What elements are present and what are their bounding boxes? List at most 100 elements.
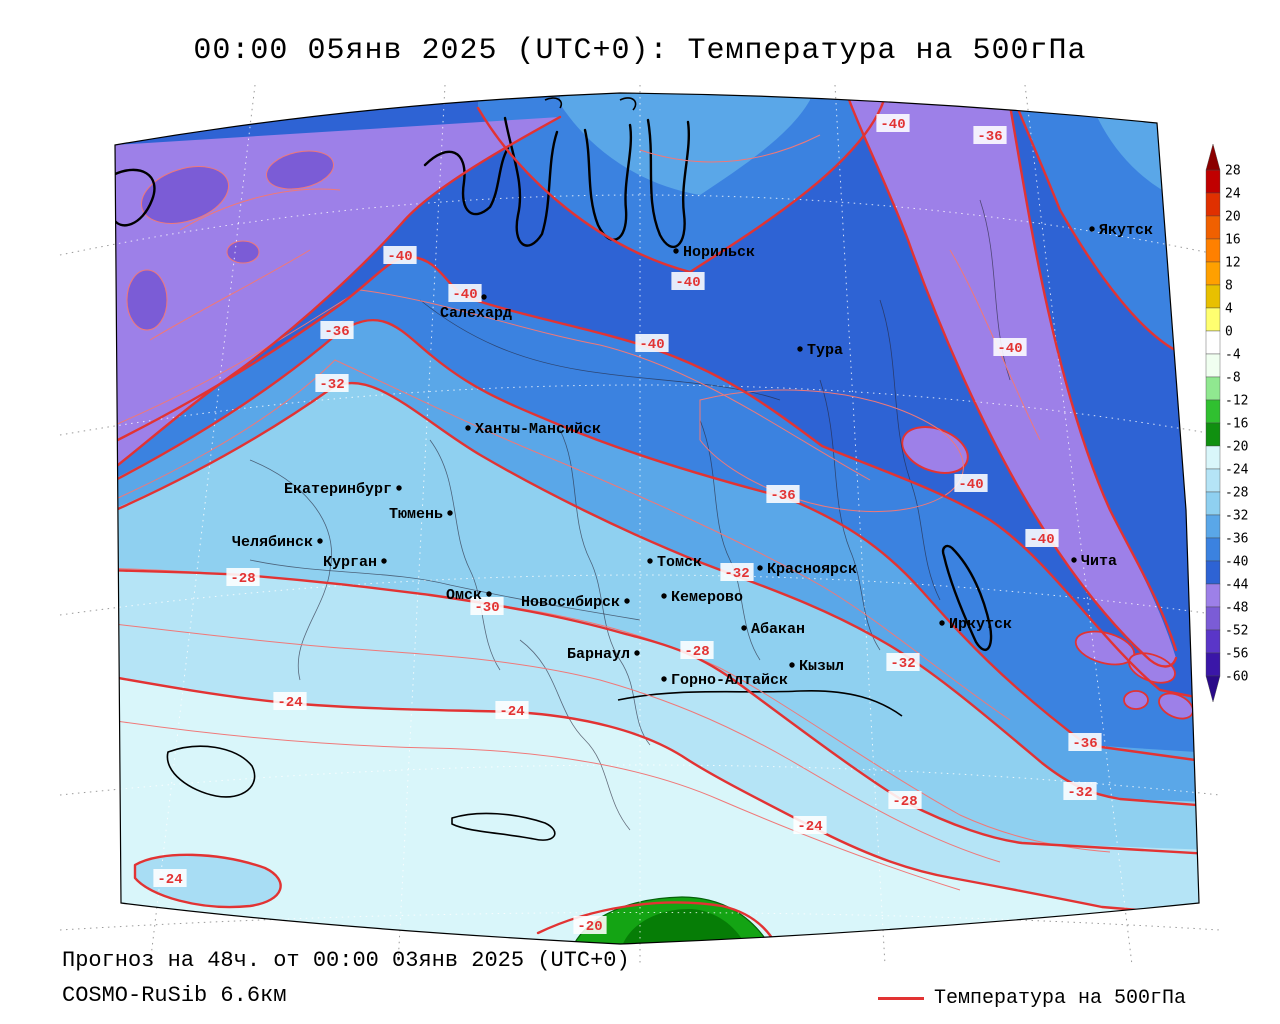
coastline-ob-estuary	[503, 116, 559, 247]
colorbar-tick-label: -36	[1225, 532, 1248, 547]
city-dot	[789, 662, 795, 668]
contour-label: -40	[1029, 532, 1054, 548]
contour--32	[115, 381, 1199, 808]
city-dot	[624, 598, 630, 604]
colorbar-segment	[1205, 629, 1221, 654]
city-label: Челябинск	[232, 534, 313, 551]
lake-baikal	[941, 544, 993, 651]
thin-contour	[115, 359, 1011, 721]
colorbar-segment	[1205, 261, 1221, 286]
contour-label-bg	[153, 869, 187, 887]
contour-top-west	[476, 106, 692, 274]
city-label: Тура	[807, 342, 843, 359]
se-purple-spot	[1123, 690, 1149, 710]
latitude-line	[115, 574, 1199, 616]
colorbar-tick-label: -48	[1225, 601, 1248, 616]
contour-label-bg	[680, 641, 714, 659]
island	[544, 97, 563, 109]
contour-label: -40	[958, 477, 983, 493]
nw-cold-spot--48--52	[126, 269, 168, 331]
contour-label: -28	[684, 644, 709, 660]
city-dot	[757, 565, 763, 571]
coastline-white-sea	[115, 168, 156, 227]
contour-label-bg	[671, 272, 705, 290]
city-label: Горно-Алтайск	[671, 672, 788, 689]
contour-label: -36	[324, 324, 349, 340]
colorbar-segment	[1205, 491, 1221, 516]
city-label: Курган	[323, 554, 377, 571]
contour-east-purple-west	[846, 95, 1178, 668]
contour-label: -24	[499, 704, 524, 720]
contour-label: -40	[387, 249, 412, 265]
contour-label-bg	[876, 114, 910, 132]
forecast-info: Прогноз на 48ч. от 00:00 03янв 2025 (UTC…	[62, 948, 630, 973]
city-dot	[647, 558, 653, 564]
thin-contour	[639, 134, 821, 163]
thin-contour	[115, 609, 1001, 863]
contour-label-bg	[573, 916, 607, 934]
thin-contour	[179, 188, 341, 231]
longitude-line	[1024, 93, 1133, 944]
colorbar-segment	[1205, 514, 1221, 539]
contour-label-bg	[226, 568, 260, 586]
colorbar-arrow-top	[1205, 143, 1221, 171]
colorbar-tick-label: -8	[1225, 371, 1241, 386]
lake-balkhash	[451, 812, 556, 841]
city-markers: Норильск Якутск Салехард Тура Ханты-Мансийск…	[232, 222, 1153, 689]
legend-line-sample	[878, 997, 924, 1000]
contour-label-bg	[886, 653, 920, 671]
colorbar-tick-label: -20	[1225, 440, 1248, 455]
contour-label: -32	[724, 566, 749, 582]
city-dot	[634, 650, 640, 656]
city-dot	[381, 558, 387, 564]
colorbar-tick-label: -4	[1225, 348, 1241, 363]
legend: Температура на 500гПа	[878, 987, 1186, 1010]
contour-label: -36	[770, 488, 795, 504]
colorbar-segment	[1205, 583, 1221, 608]
latitude-line	[115, 764, 1199, 796]
contour-label-bg	[448, 284, 482, 302]
contour-label: -40	[452, 287, 477, 303]
thin-contour	[115, 289, 871, 481]
contour-label-bg	[954, 474, 988, 492]
green-patch-core	[622, 908, 746, 944]
top-band--32--36	[560, 93, 810, 195]
coastlines	[115, 97, 993, 841]
sw-cold-pocket--24--28	[135, 854, 281, 907]
colorbar-segment	[1205, 445, 1221, 470]
colorbar-tick-label: -32	[1225, 509, 1248, 524]
city-dot	[939, 620, 945, 626]
city-dot	[797, 346, 803, 352]
contour-label-bg	[635, 334, 669, 352]
state-border	[617, 689, 903, 717]
contour-label: -28	[230, 571, 255, 587]
contour-label: -30	[474, 600, 499, 616]
contour-label: -40	[880, 117, 905, 133]
contour-east-purple-east	[1006, 93, 1178, 652]
colorbar-tick-label: -44	[1225, 578, 1249, 593]
colorbar-tick-label: 24	[1225, 187, 1241, 202]
admin-border	[419, 299, 781, 401]
contour-lines-thin	[115, 134, 1111, 891]
model-info: COSMO-RuSib 6.6км	[62, 983, 287, 1008]
contour-label-bg	[1063, 782, 1097, 800]
city-label: Норильск	[683, 244, 755, 261]
city-dot	[1071, 557, 1077, 563]
contour-label: -28	[892, 794, 917, 810]
longitude-line	[149, 93, 256, 944]
contour-label-bg	[766, 485, 800, 503]
contour-label-bg	[973, 126, 1007, 144]
domain-border	[114, 92, 1200, 945]
admin-border	[249, 459, 332, 681]
city-label: Чита	[1081, 553, 1117, 570]
city-label: Томск	[657, 554, 702, 571]
colorbar: 28 24 20 16 12 8 4 0 -4 -8 -12 -16 -20 -24 -28 -32 -36 -4…	[1205, 143, 1249, 703]
contour-label: -24	[797, 819, 822, 835]
contour-label-bg	[888, 791, 922, 809]
city-dot	[447, 510, 453, 516]
city-label: Красноярск	[767, 561, 857, 578]
colorbar-tick-label: -52	[1225, 624, 1248, 639]
colorbar-segment	[1205, 284, 1221, 309]
admin-borders	[249, 199, 1011, 831]
colorbar-tick-label: -40	[1225, 555, 1248, 570]
